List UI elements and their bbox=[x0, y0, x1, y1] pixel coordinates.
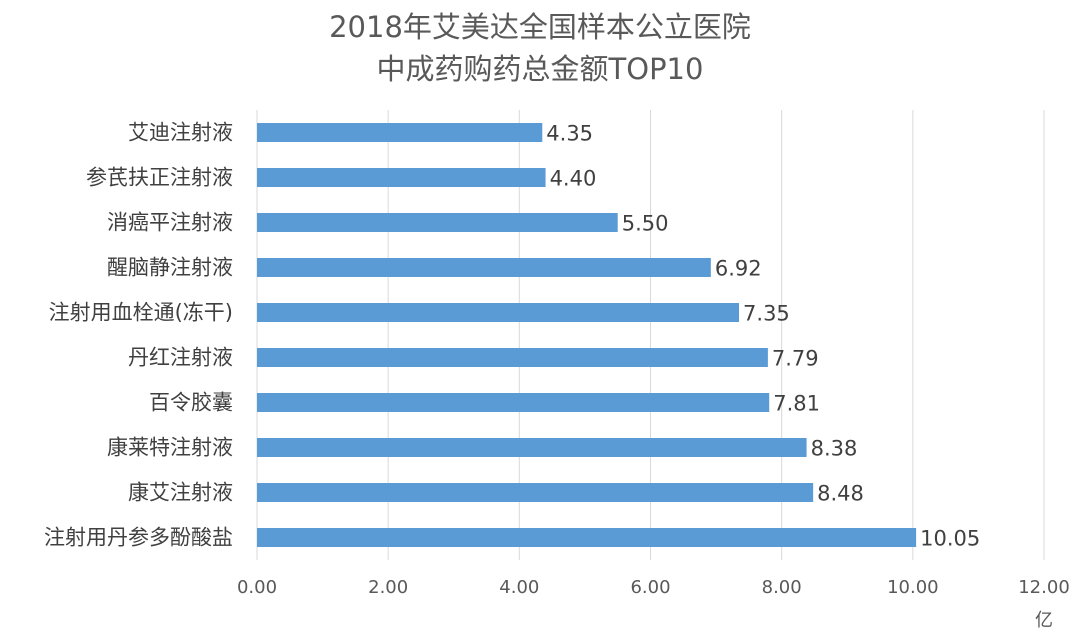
x-tick-label-0: 0.00 bbox=[237, 577, 277, 598]
x-tick-label-4: 8.00 bbox=[762, 577, 802, 598]
bar-4 bbox=[257, 303, 740, 322]
bar-1 bbox=[257, 168, 546, 187]
chart-title: 2018年艾美达全国样本公立医院 bbox=[329, 10, 751, 44]
x-unit-label: 亿 bbox=[1035, 610, 1053, 631]
bar-6 bbox=[257, 393, 770, 412]
chart-subtitle: 中成药购药总金额TOP10 bbox=[376, 52, 704, 86]
value-label-6: 7.81 bbox=[773, 392, 820, 416]
x-tick-label-6: 12.00 bbox=[1018, 577, 1070, 598]
value-label-9: 10.05 bbox=[920, 527, 980, 551]
category-label-1: 参芪扶正注射液 bbox=[86, 166, 233, 190]
value-label-7: 8.38 bbox=[811, 437, 858, 461]
category-label-7: 康莱特注射液 bbox=[107, 436, 233, 460]
value-label-8: 8.48 bbox=[817, 482, 864, 506]
category-label-5: 丹红注射液 bbox=[128, 346, 233, 370]
value-label-1: 4.40 bbox=[550, 167, 597, 191]
bars bbox=[257, 123, 917, 547]
category-label-9: 注射用丹参多酚酸盐 bbox=[44, 526, 233, 550]
x-tick-label-5: 10.00 bbox=[887, 577, 939, 598]
category-label-6: 百令胶囊 bbox=[149, 391, 233, 415]
value-label-5: 7.79 bbox=[772, 347, 819, 371]
category-label-2: 消癌平注射液 bbox=[107, 211, 233, 235]
x-tick-label-2: 4.00 bbox=[499, 577, 539, 598]
bar-3 bbox=[257, 258, 711, 277]
bar-8 bbox=[257, 483, 814, 502]
category-label-3: 醒脑静注射液 bbox=[107, 256, 233, 280]
labels: 0.00 2.00 4.00 6.00 8.00 10.00 12.00 艾迪注射液 4.35 参… bbox=[44, 121, 1070, 599]
category-label-0: 艾迪注射液 bbox=[128, 121, 233, 145]
x-tick-label-3: 6.00 bbox=[630, 577, 670, 598]
value-label-0: 4.35 bbox=[546, 122, 593, 146]
category-label-4: 注射用血栓通(冻干) bbox=[49, 301, 233, 325]
bar-5 bbox=[257, 348, 768, 367]
category-label-8: 康艾注射液 bbox=[128, 481, 233, 505]
bar-2 bbox=[257, 213, 618, 232]
value-label-4: 7.35 bbox=[743, 302, 790, 326]
value-label-2: 5.50 bbox=[622, 212, 669, 236]
bar-0 bbox=[257, 123, 543, 142]
x-tick-label-1: 2.00 bbox=[368, 577, 408, 598]
chart-title-block: 2018年艾美达全国样本公立医院 中成药购药总金额TOP10 bbox=[0, 6, 1080, 90]
value-label-3: 6.92 bbox=[715, 257, 762, 281]
bar-7 bbox=[257, 438, 807, 457]
bar-9 bbox=[257, 528, 917, 547]
